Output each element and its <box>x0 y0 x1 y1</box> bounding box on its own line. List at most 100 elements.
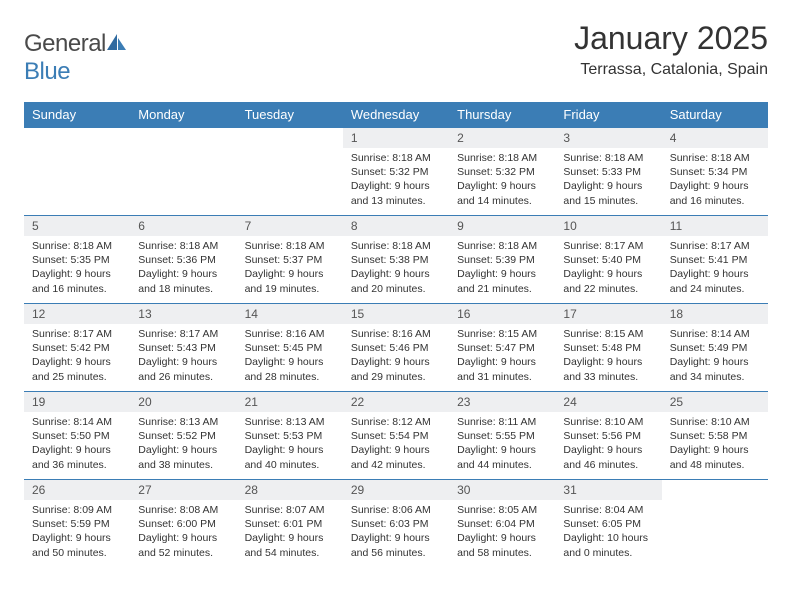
day-number: 2 <box>449 128 555 148</box>
calendar-day-cell: 29Sunrise: 8:06 AMSunset: 6:03 PMDayligh… <box>343 480 449 568</box>
calendar-day-cell: 11Sunrise: 8:17 AMSunset: 5:41 PMDayligh… <box>662 216 768 304</box>
day-number: 21 <box>237 392 343 412</box>
day-number: 24 <box>555 392 661 412</box>
page-header: GeneralBlue January 2025 Terrassa, Catal… <box>24 20 768 86</box>
calendar-day-cell: . <box>237 128 343 216</box>
weekday-header: Friday <box>555 102 661 128</box>
logo-prefix: General <box>24 30 106 57</box>
calendar-day-cell: 16Sunrise: 8:15 AMSunset: 5:47 PMDayligh… <box>449 304 555 392</box>
weekday-header: Tuesday <box>237 102 343 128</box>
day-number: 8 <box>343 216 449 236</box>
day-number: 5 <box>24 216 130 236</box>
day-info: Sunrise: 8:18 AMSunset: 5:32 PMDaylight:… <box>343 148 449 211</box>
day-number: 31 <box>555 480 661 500</box>
day-number: 15 <box>343 304 449 324</box>
day-info: Sunrise: 8:18 AMSunset: 5:39 PMDaylight:… <box>449 236 555 299</box>
day-info: Sunrise: 8:06 AMSunset: 6:03 PMDaylight:… <box>343 500 449 563</box>
day-info: Sunrise: 8:18 AMSunset: 5:32 PMDaylight:… <box>449 148 555 211</box>
weekday-header: Sunday <box>24 102 130 128</box>
calendar-day-cell: 19Sunrise: 8:14 AMSunset: 5:50 PMDayligh… <box>24 392 130 480</box>
calendar-day-cell: 8Sunrise: 8:18 AMSunset: 5:38 PMDaylight… <box>343 216 449 304</box>
day-info: Sunrise: 8:17 AMSunset: 5:43 PMDaylight:… <box>130 324 236 387</box>
day-number: 17 <box>555 304 661 324</box>
day-number: 27 <box>130 480 236 500</box>
day-number: 12 <box>24 304 130 324</box>
day-number: 9 <box>449 216 555 236</box>
calendar-day-cell: 24Sunrise: 8:10 AMSunset: 5:56 PMDayligh… <box>555 392 661 480</box>
day-info: Sunrise: 8:10 AMSunset: 5:58 PMDaylight:… <box>662 412 768 475</box>
day-info: Sunrise: 8:11 AMSunset: 5:55 PMDaylight:… <box>449 412 555 475</box>
calendar-day-cell: . <box>24 128 130 216</box>
calendar-day-cell: 9Sunrise: 8:18 AMSunset: 5:39 PMDaylight… <box>449 216 555 304</box>
day-number: 1 <box>343 128 449 148</box>
weekday-header: Thursday <box>449 102 555 128</box>
logo-text: GeneralBlue <box>24 30 128 86</box>
calendar-day-cell: 28Sunrise: 8:07 AMSunset: 6:01 PMDayligh… <box>237 480 343 568</box>
calendar-day-cell: 15Sunrise: 8:16 AMSunset: 5:46 PMDayligh… <box>343 304 449 392</box>
day-info: Sunrise: 8:08 AMSunset: 6:00 PMDaylight:… <box>130 500 236 563</box>
calendar-day-cell: . <box>662 480 768 568</box>
location-text: Terrassa, Catalonia, Spain <box>574 61 768 79</box>
calendar-day-cell: 18Sunrise: 8:14 AMSunset: 5:49 PMDayligh… <box>662 304 768 392</box>
day-number: 6 <box>130 216 236 236</box>
day-number: 4 <box>662 128 768 148</box>
logo: GeneralBlue <box>24 30 128 86</box>
calendar-day-cell: 21Sunrise: 8:13 AMSunset: 5:53 PMDayligh… <box>237 392 343 480</box>
calendar-day-cell: 6Sunrise: 8:18 AMSunset: 5:36 PMDaylight… <box>130 216 236 304</box>
day-number: 10 <box>555 216 661 236</box>
day-info: Sunrise: 8:18 AMSunset: 5:36 PMDaylight:… <box>130 236 236 299</box>
day-info: Sunrise: 8:16 AMSunset: 5:45 PMDaylight:… <box>237 324 343 387</box>
day-number: 20 <box>130 392 236 412</box>
weekday-header: Monday <box>130 102 236 128</box>
calendar-day-cell: 27Sunrise: 8:08 AMSunset: 6:00 PMDayligh… <box>130 480 236 568</box>
day-number: 7 <box>237 216 343 236</box>
day-number: 26 <box>24 480 130 500</box>
calendar-header-row: SundayMondayTuesdayWednesdayThursdayFrid… <box>24 102 768 128</box>
day-info: Sunrise: 8:17 AMSunset: 5:40 PMDaylight:… <box>555 236 661 299</box>
weekday-header: Saturday <box>662 102 768 128</box>
day-info: Sunrise: 8:18 AMSunset: 5:35 PMDaylight:… <box>24 236 130 299</box>
calendar-day-cell: 10Sunrise: 8:17 AMSunset: 5:40 PMDayligh… <box>555 216 661 304</box>
logo-suffix: Blue <box>24 58 70 85</box>
day-info: Sunrise: 8:17 AMSunset: 5:42 PMDaylight:… <box>24 324 130 387</box>
day-number: 25 <box>662 392 768 412</box>
day-info: Sunrise: 8:18 AMSunset: 5:34 PMDaylight:… <box>662 148 768 211</box>
calendar-day-cell: 26Sunrise: 8:09 AMSunset: 5:59 PMDayligh… <box>24 480 130 568</box>
day-number: 22 <box>343 392 449 412</box>
day-info: Sunrise: 8:04 AMSunset: 6:05 PMDaylight:… <box>555 500 661 563</box>
day-number: 3 <box>555 128 661 148</box>
day-info: Sunrise: 8:17 AMSunset: 5:41 PMDaylight:… <box>662 236 768 299</box>
day-info: Sunrise: 8:07 AMSunset: 6:01 PMDaylight:… <box>237 500 343 563</box>
day-info: Sunrise: 8:16 AMSunset: 5:46 PMDaylight:… <box>343 324 449 387</box>
day-number: 29 <box>343 480 449 500</box>
day-number: 11 <box>662 216 768 236</box>
month-title: January 2025 <box>574 20 768 57</box>
calendar-week-row: 5Sunrise: 8:18 AMSunset: 5:35 PMDaylight… <box>24 216 768 304</box>
day-number: 13 <box>130 304 236 324</box>
day-info: Sunrise: 8:13 AMSunset: 5:53 PMDaylight:… <box>237 412 343 475</box>
title-block: January 2025 Terrassa, Catalonia, Spain <box>574 20 768 79</box>
day-info: Sunrise: 8:14 AMSunset: 5:50 PMDaylight:… <box>24 412 130 475</box>
calendar-day-cell: 4Sunrise: 8:18 AMSunset: 5:34 PMDaylight… <box>662 128 768 216</box>
day-info: Sunrise: 8:09 AMSunset: 5:59 PMDaylight:… <box>24 500 130 563</box>
day-info: Sunrise: 8:10 AMSunset: 5:56 PMDaylight:… <box>555 412 661 475</box>
day-info: Sunrise: 8:12 AMSunset: 5:54 PMDaylight:… <box>343 412 449 475</box>
weekday-header: Wednesday <box>343 102 449 128</box>
calendar-day-cell: 3Sunrise: 8:18 AMSunset: 5:33 PMDaylight… <box>555 128 661 216</box>
calendar-day-cell: 2Sunrise: 8:18 AMSunset: 5:32 PMDaylight… <box>449 128 555 216</box>
calendar-body: ...1Sunrise: 8:18 AMSunset: 5:32 PMDayli… <box>24 128 768 568</box>
day-info: Sunrise: 8:18 AMSunset: 5:33 PMDaylight:… <box>555 148 661 211</box>
calendar-day-cell: 1Sunrise: 8:18 AMSunset: 5:32 PMDaylight… <box>343 128 449 216</box>
day-number: 19 <box>24 392 130 412</box>
calendar-day-cell: 7Sunrise: 8:18 AMSunset: 5:37 PMDaylight… <box>237 216 343 304</box>
day-number: 18 <box>662 304 768 324</box>
calendar-day-cell: . <box>130 128 236 216</box>
day-info: Sunrise: 8:18 AMSunset: 5:38 PMDaylight:… <box>343 236 449 299</box>
calendar-week-row: 26Sunrise: 8:09 AMSunset: 5:59 PMDayligh… <box>24 480 768 568</box>
day-info: Sunrise: 8:13 AMSunset: 5:52 PMDaylight:… <box>130 412 236 475</box>
calendar-day-cell: 17Sunrise: 8:15 AMSunset: 5:48 PMDayligh… <box>555 304 661 392</box>
day-number: 28 <box>237 480 343 500</box>
day-info: Sunrise: 8:14 AMSunset: 5:49 PMDaylight:… <box>662 324 768 387</box>
calendar-week-row: 12Sunrise: 8:17 AMSunset: 5:42 PMDayligh… <box>24 304 768 392</box>
calendar-day-cell: 20Sunrise: 8:13 AMSunset: 5:52 PMDayligh… <box>130 392 236 480</box>
